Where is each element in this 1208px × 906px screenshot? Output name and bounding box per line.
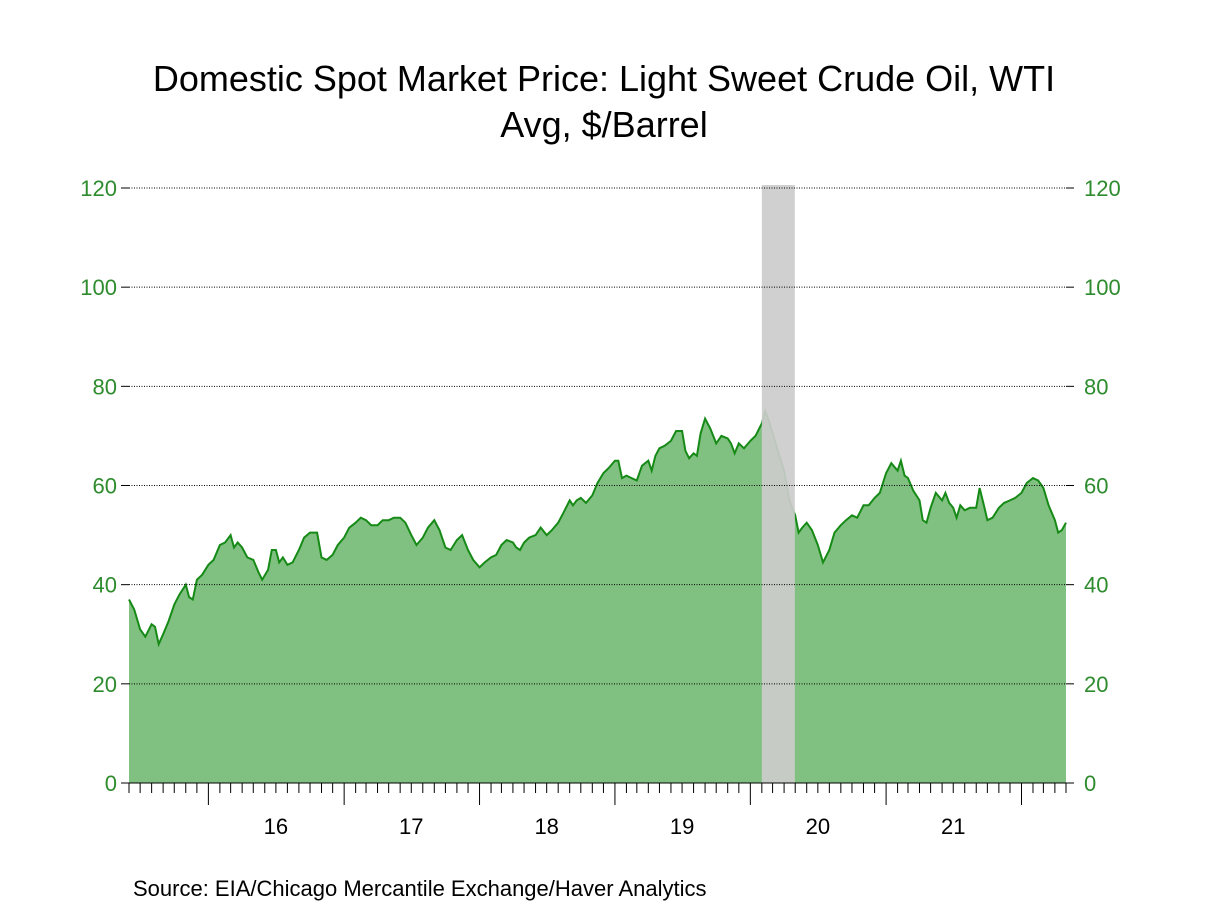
- y-tick-label-left: 60: [93, 474, 117, 499]
- series-area: [129, 411, 1066, 783]
- y-tick-label-left: 40: [93, 573, 117, 598]
- recession-band: [761, 185, 795, 783]
- x-tick-label: 18: [534, 814, 558, 839]
- y-tick-label-left: 80: [93, 374, 117, 399]
- x-tick-label: 17: [399, 814, 423, 839]
- y-tick-label-right: 0: [1084, 771, 1096, 796]
- x-tick-label: 20: [806, 814, 830, 839]
- grid-layer: [129, 187, 1066, 685]
- chart-title: Domestic Spot Market Price: Light Sweet …: [152, 58, 1056, 99]
- series-line: [128, 407, 1067, 648]
- y-tick-label-right: 40: [1084, 573, 1108, 598]
- y-tick-label-right: 60: [1084, 474, 1108, 499]
- x-tick-label: 21: [941, 814, 965, 839]
- y-tick-label-left: 0: [105, 771, 117, 796]
- y-tick-label-right: 120: [1084, 176, 1121, 201]
- chart-subtitle: Avg, $/Barrel: [500, 104, 708, 145]
- y-tick-label-left: 100: [80, 275, 117, 300]
- recession-layer: [761, 185, 795, 783]
- y-tick-label-right: 100: [1084, 275, 1121, 300]
- x-tick-label: 16: [264, 814, 288, 839]
- y-tick-label-right: 20: [1084, 672, 1108, 697]
- area-layer: [128, 407, 1067, 783]
- y-tick-label-right: 80: [1084, 374, 1108, 399]
- y-tick-label-left: 20: [93, 672, 117, 697]
- x-tick-label: 19: [670, 814, 694, 839]
- source-note: Source: EIA/Chicago Mercantile Exchange/…: [133, 876, 707, 901]
- axis-layer: 0 0 20 20 40 40 60 60 80 80 100 100 120 120 16 17 18 19 20…: [80, 176, 1120, 839]
- y-tick-label-left: 120: [80, 176, 117, 201]
